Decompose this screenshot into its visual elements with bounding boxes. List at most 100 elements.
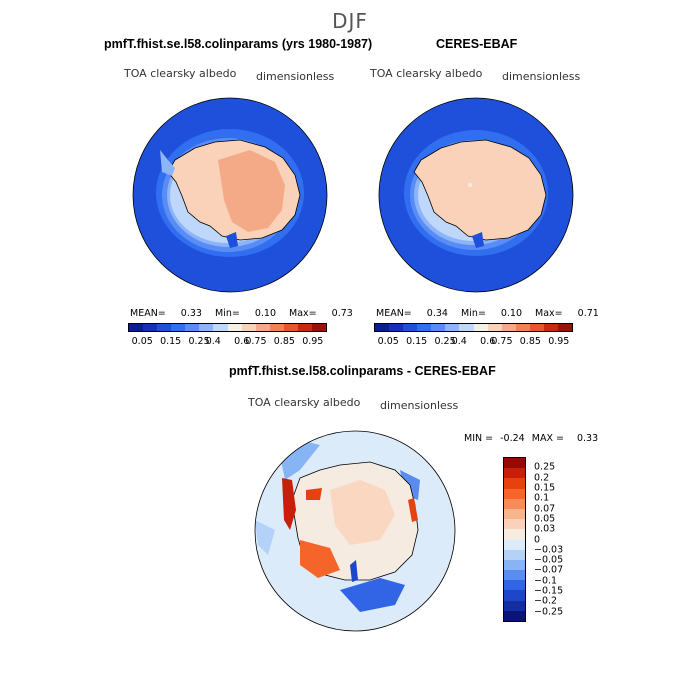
min-value: -0.24 (500, 433, 525, 444)
colorbar-swatch (504, 498, 525, 509)
colorbar-swatch (417, 324, 432, 331)
colorbar-swatch (185, 324, 200, 331)
colorbar-swatch (504, 590, 525, 601)
mean-label: MEAN= (130, 308, 166, 319)
colorbar-swatch (241, 324, 256, 331)
colorbar-1-ticks: 0.05 0.15 0.25 0.4 0.6 0.75 0.85 0.95 (128, 336, 327, 348)
colorbar-swatch (171, 324, 186, 331)
min-label: Min= (214, 308, 240, 319)
colorbar-tick-label: 0.15 (160, 336, 182, 347)
colorbar-swatch (529, 324, 544, 331)
colorbar-swatch (504, 468, 525, 479)
colorbar-tick-label: 0.95 (302, 336, 324, 347)
colorbar-tick-label: 0.4 (451, 336, 467, 347)
panel-2-stats: MEAN= 0.34 Min= 0.10 Max= 0.71 (376, 308, 599, 319)
colorbar-swatch (213, 324, 228, 331)
colorbar-swatch (501, 324, 516, 331)
colorbar-tick-label: 0.6 (234, 336, 250, 347)
colorbar-2 (374, 323, 573, 332)
colorbar-swatch (129, 324, 144, 331)
colorbar-swatch (504, 559, 525, 571)
panel-3-title: pmfT.fhist.se.l58.colinparams - CERES-EB… (229, 364, 496, 378)
colorbar-swatch (312, 324, 327, 331)
colorbar-swatch (487, 324, 502, 331)
panel-3-stats: MIN = -0.24 MAX = 0.33 (464, 433, 598, 444)
colorbar-swatch (297, 324, 313, 331)
colorbar-swatch (504, 529, 525, 540)
min-value: 0.10 (254, 308, 276, 319)
mean-value: 0.33 (180, 308, 202, 319)
colorbar-tick-label: 0.6 (480, 336, 496, 347)
min-value: 0.10 (500, 308, 522, 319)
colorbar-swatch (431, 324, 446, 331)
colorbar-tick-label: 0.4 (205, 336, 221, 347)
colorbar-tick-label: −0.1 (534, 575, 558, 587)
colorbar-swatch (504, 600, 525, 611)
colorbar-tick-label: 0.85 (273, 336, 295, 347)
colorbar-swatch (504, 539, 525, 550)
panel-1-units: dimensionless (256, 70, 335, 83)
colorbar-tick-label: 0.75 (245, 336, 267, 347)
panel-1-stats: MEAN= 0.33 Min= 0.10 Max= 0.73 (130, 308, 353, 319)
colorbar-swatch (199, 324, 214, 331)
max-label: MAX = (531, 433, 564, 444)
colorbar-tick-label: 0.95 (548, 336, 570, 347)
colorbar-tick-label: 0.25 (534, 461, 556, 473)
panel-3-variable: TOA clearsky albedo (248, 396, 361, 409)
colorbar-swatch (375, 324, 390, 331)
max-value: 0.71 (577, 308, 599, 319)
colorbar-swatch (543, 324, 559, 331)
max-value: 0.33 (576, 433, 599, 444)
colorbar-1 (128, 323, 327, 332)
colorbar-tick-label: −0.25 (534, 606, 564, 618)
colorbar-swatch (445, 324, 460, 331)
colorbar-swatch (504, 458, 525, 469)
colorbar-swatch (504, 508, 525, 520)
panel-3-units: dimensionless (380, 399, 459, 412)
colorbar-swatch (459, 324, 474, 331)
panel-1-title: pmfT.fhist.se.l58.colinparams (yrs 1980-… (104, 37, 373, 51)
colorbar-2-ticks: 0.05 0.15 0.25 0.4 0.6 0.75 0.85 0.95 (374, 336, 573, 348)
colorbar-swatch (473, 324, 488, 331)
max-label: Max= (289, 308, 317, 319)
colorbar-swatch (504, 610, 525, 621)
colorbar-tick-label: 0.05 (377, 336, 399, 347)
colorbar-tick-label: −0.03 (534, 544, 564, 556)
colorbar-tick-label: 0.15 (534, 482, 556, 494)
colorbar-swatch (504, 519, 525, 530)
colorbar-swatch (558, 324, 573, 331)
max-label: Max= (535, 308, 563, 319)
colorbar-swatch (389, 324, 404, 331)
colorbar-tick-label: 0.25 (188, 336, 210, 347)
colorbar-tick-label: 0.07 (534, 503, 556, 515)
panel-2-units: dimensionless (502, 70, 581, 83)
colorbar-swatch (255, 324, 270, 331)
colorbar-swatch (269, 324, 284, 331)
mean-label: MEAN= (376, 308, 412, 319)
colorbar-tick-label: −0.2 (534, 595, 558, 607)
colorbar-diff (503, 457, 526, 622)
colorbar-swatch (283, 324, 298, 331)
colorbar-swatch (143, 324, 158, 331)
colorbar-swatch (504, 549, 525, 560)
panel-2-title: CERES-EBAF (436, 37, 518, 51)
panel-2-variable: TOA clearsky albedo (370, 67, 483, 80)
colorbar-tick-label: 0.75 (491, 336, 513, 347)
colorbar-tick-label: −0.07 (534, 564, 564, 576)
colorbar-tick-label: 0.03 (534, 523, 556, 535)
map-3-difference (255, 431, 455, 631)
colorbar-swatch (157, 324, 172, 331)
max-value: 0.73 (331, 308, 353, 319)
colorbar-tick-label: −0.05 (534, 554, 564, 566)
colorbar-swatch (504, 478, 525, 489)
min-label: MIN = (464, 433, 494, 444)
season-title: DJF (332, 9, 368, 33)
colorbar-tick-label: 0.2 (534, 472, 550, 484)
colorbar-tick-label: −0.15 (534, 585, 564, 597)
colorbar-swatch (504, 570, 525, 581)
colorbar-swatch (403, 324, 418, 331)
panel-1-variable: TOA clearsky albedo (124, 67, 237, 80)
colorbar-tick-label: 0.1 (534, 492, 550, 504)
colorbar-swatch (227, 324, 242, 331)
